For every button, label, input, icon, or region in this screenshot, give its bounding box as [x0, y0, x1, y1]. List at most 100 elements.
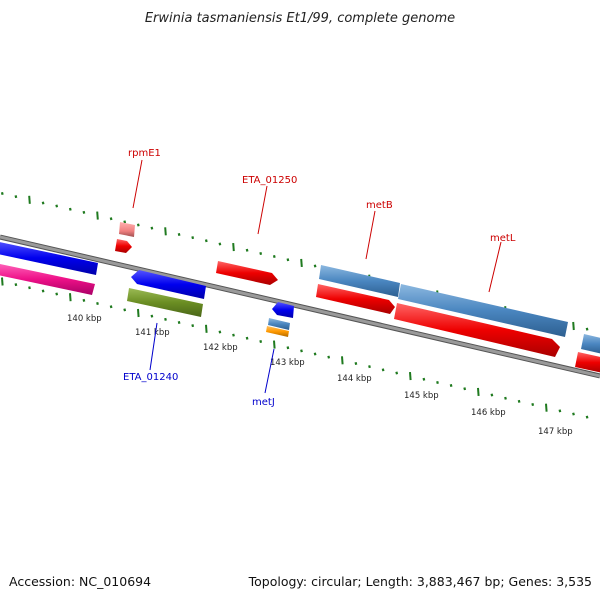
major-tick [96, 211, 99, 220]
minor-tick [490, 393, 494, 397]
major-tick [28, 195, 31, 204]
minor-tick [585, 327, 589, 331]
minor-tick [245, 248, 249, 252]
minor-tick [531, 403, 535, 407]
major-tick [300, 258, 303, 267]
minor-tick [150, 226, 154, 230]
gene-rpmE1[interactable] [115, 239, 132, 253]
gene-labels-forward: rpmE1 ETA_01250 metB metL [128, 148, 516, 293]
minor-tick [259, 339, 263, 343]
major-tick [137, 308, 140, 318]
minor-tick [368, 365, 371, 369]
minor-tick [272, 255, 276, 259]
tick-labels: 140 kbp 141 kbp 142 kbp 143 kbp 144 kbp … [67, 314, 573, 437]
gene-metB-top[interactable] [319, 265, 400, 297]
major-tick [545, 403, 548, 412]
major-tick [477, 387, 480, 396]
minor-tick [123, 308, 127, 312]
minor-tick [286, 346, 290, 350]
minor-tick [449, 384, 453, 388]
gene-labels-reverse: ETA_01240 metJ [123, 322, 275, 408]
minor-tick [245, 336, 249, 340]
tick-label-142: 142 kbp [203, 343, 238, 353]
minor-tick [109, 217, 113, 221]
minor-tick [313, 352, 317, 356]
minor-tick [354, 361, 358, 365]
gene-metJ-steel[interactable] [268, 318, 290, 330]
inner-tick-track [1, 277, 589, 419]
minor-tick [504, 396, 507, 400]
gene-label-ETA_01250[interactable]: ETA_01250 [242, 175, 297, 186]
minor-tick [422, 377, 426, 381]
gene-ETA_01240-blue[interactable] [131, 270, 206, 299]
gene-pink-left[interactable] [0, 263, 95, 295]
major-tick [164, 227, 167, 236]
minor-tick [123, 220, 127, 224]
major-tick [341, 356, 344, 365]
minor-tick [82, 210, 86, 214]
major-tick [1, 277, 4, 286]
gene-metL[interactable] [394, 303, 560, 357]
minor-tick [177, 232, 181, 236]
minor-tick [218, 242, 222, 246]
gene-label-metL[interactable]: metL [490, 233, 516, 244]
minor-tick [259, 251, 263, 255]
minor-tick [191, 324, 195, 328]
minor-tick [218, 330, 222, 334]
gene-metL-top[interactable] [398, 284, 568, 337]
minor-tick [585, 415, 589, 419]
minor-tick [28, 286, 31, 290]
minor-tick [191, 236, 195, 240]
tick-label-145: 145 kbp [404, 391, 439, 401]
minor-tick [436, 380, 439, 384]
minor-tick [150, 314, 154, 318]
minor-tick [82, 298, 86, 302]
genome-summary-text: Topology: circular; Length: 3,883,467 bp… [248, 574, 592, 589]
gene-metJ-blue[interactable] [272, 302, 294, 318]
minor-tick [164, 317, 167, 321]
minor-tick [313, 264, 317, 268]
tick-label-140: 140 kbp [67, 314, 102, 324]
minor-tick [96, 302, 99, 306]
gene-rpmE1-top[interactable] [119, 222, 135, 237]
minor-tick [463, 387, 467, 391]
gene-label-rpmE1[interactable]: rpmE1 [128, 148, 161, 159]
major-tick [232, 243, 235, 252]
minor-tick [327, 355, 331, 359]
major-tick [572, 321, 575, 331]
gene-label-metJ[interactable]: metJ [252, 397, 275, 408]
page-title: Erwinia tasmaniensis Et1/99, complete ge… [145, 11, 455, 26]
gene-steel-right[interactable] [581, 334, 600, 354]
gene-red-right[interactable] [575, 352, 600, 373]
gene-ETA_01240[interactable] [127, 288, 203, 317]
gene-metB[interactable] [316, 284, 395, 314]
gene-blue-left[interactable] [0, 241, 98, 275]
minor-tick [300, 349, 303, 353]
minor-tick [109, 305, 113, 309]
minor-tick [204, 239, 208, 243]
tick-label-141: 141 kbp [135, 328, 170, 338]
accession-text: Accession: NC_010694 [9, 574, 151, 589]
minor-tick [381, 368, 385, 372]
minor-tick [136, 223, 140, 227]
minor-tick [41, 201, 45, 205]
minor-tick [395, 371, 399, 375]
minor-tick [177, 320, 181, 324]
gene-features-reverse [0, 263, 294, 337]
minor-tick [517, 399, 521, 403]
tick-label-147: 147 kbp [538, 427, 573, 437]
minor-tick [286, 258, 290, 262]
genome-backbone [0, 234, 600, 379]
minor-tick [572, 412, 575, 416]
gene-label-ETA_01240[interactable]: ETA_01240 [123, 372, 178, 383]
tick-label-144: 144 kbp [337, 374, 372, 384]
gene-metJ[interactable] [266, 326, 289, 337]
minor-tick [232, 333, 235, 337]
minor-tick [55, 292, 59, 296]
tick-label-146: 146 kbp [471, 408, 506, 418]
minor-tick [41, 289, 45, 293]
gene-ETA_01250[interactable] [216, 261, 278, 285]
minor-tick [14, 195, 18, 199]
gene-features [0, 222, 600, 373]
gene-label-metB[interactable]: metB [366, 200, 393, 211]
